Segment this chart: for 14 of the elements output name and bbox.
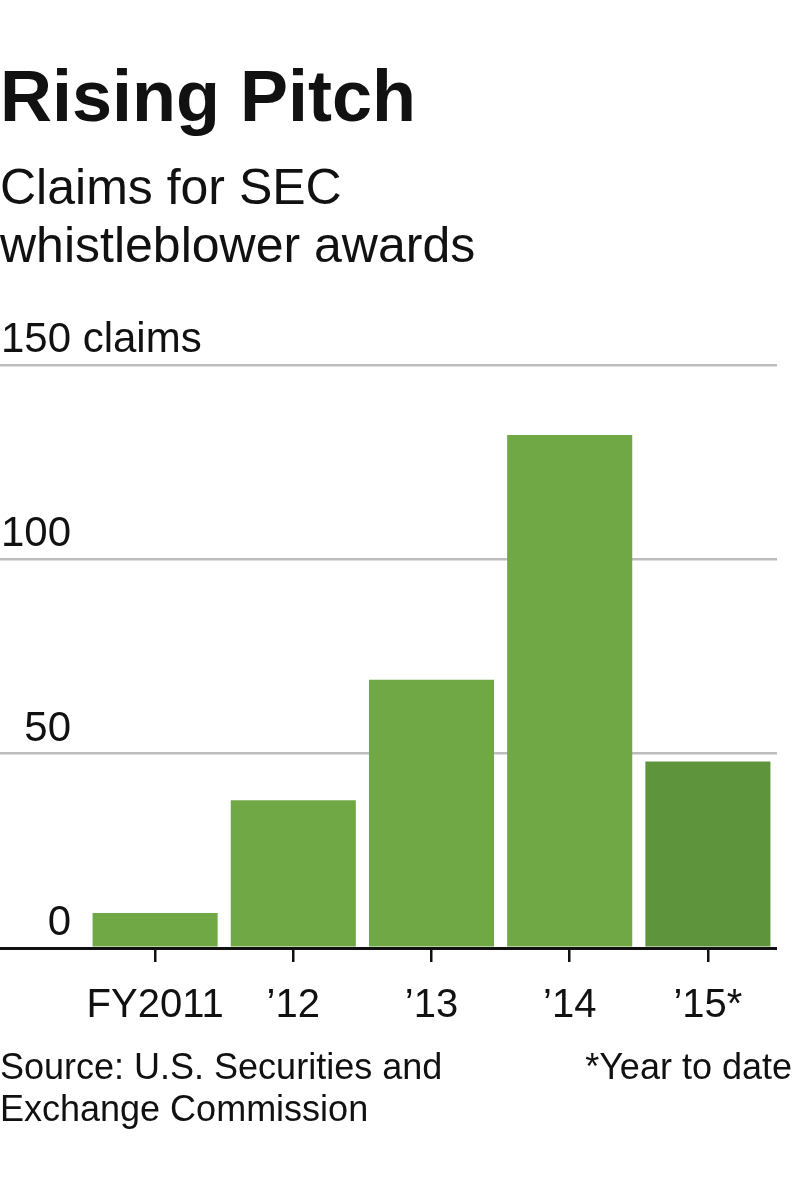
x-tick-label: ’14 xyxy=(543,981,597,1026)
y-tick-label: 100 xyxy=(0,508,71,556)
y-tick-label: 150 xyxy=(0,314,71,361)
chart-subtitle: Claims for SEC whistleblower awards xyxy=(0,158,477,274)
x-tick-label: ’12 xyxy=(266,981,320,1026)
x-tick-label: ’13 xyxy=(404,981,459,1026)
x-tick-label: ’15* xyxy=(673,981,743,1026)
chart-title: Rising Pitch xyxy=(0,56,417,136)
x-tick-label: FY2011 xyxy=(86,981,224,1026)
text: *Year to date xyxy=(585,1046,792,1088)
y-tick-label: 50 xyxy=(24,702,71,750)
y-tick-label: 0 xyxy=(47,897,71,944)
source-note: Source: U.S. Securities and Exchange Commission xyxy=(0,1046,444,1130)
y-axis-title: claims xyxy=(82,314,202,361)
